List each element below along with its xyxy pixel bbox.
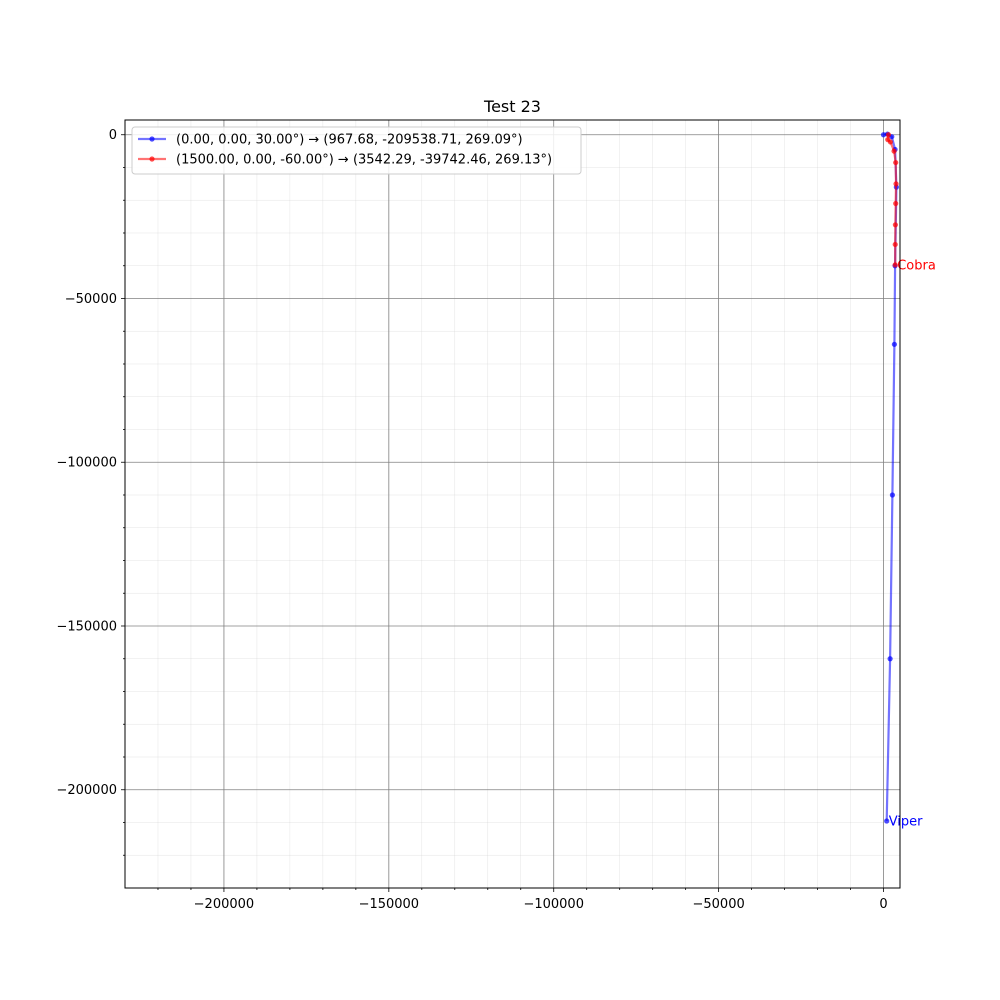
legend-label: (1500.00, 0.00, -60.00°) → (3542.29, -39… xyxy=(176,153,552,168)
data-point xyxy=(892,222,898,228)
y-tick-label: 0 xyxy=(109,128,117,143)
y-tick-label: −150000 xyxy=(56,619,117,634)
plot-series: Viper Cobra xyxy=(880,131,936,829)
data-point xyxy=(893,200,899,207)
plot-frame xyxy=(124,119,901,889)
legend-marker xyxy=(149,156,155,162)
x-tick-label: 0 xyxy=(879,897,887,912)
data-point xyxy=(891,341,897,347)
y-axis: 0 −50000 −100000 −150000 −200000 xyxy=(56,128,125,856)
chart-title: Test 23 xyxy=(483,97,541,116)
y-tick-label: −100000 xyxy=(56,456,117,471)
data-point xyxy=(887,656,893,662)
series-end-label: Viper xyxy=(889,814,923,829)
series-end-label: Cobra xyxy=(897,258,936,273)
series-1: Cobra xyxy=(885,132,936,273)
data-point xyxy=(885,132,892,138)
legend-box xyxy=(131,126,582,175)
x-tick-label: −100000 xyxy=(523,897,584,912)
x-axis: −200000 −150000 −100000 −50000 0 xyxy=(157,888,888,912)
minor-grid xyxy=(125,120,900,888)
y-tick-label: −50000 xyxy=(65,292,117,307)
legend-marker xyxy=(149,136,155,142)
data-point xyxy=(887,139,894,145)
data-point xyxy=(892,241,898,248)
x-tick-label: −50000 xyxy=(692,897,744,912)
legend-label: (0.00, 0.00, 30.00°) → (967.68, -209538.… xyxy=(176,133,523,148)
data-point xyxy=(884,818,890,824)
data-point xyxy=(891,148,897,154)
legend: (0.00, 0.00, 30.00°) → (967.68, -209538.… xyxy=(131,126,582,175)
data-point xyxy=(893,181,899,187)
y-tick-label: −200000 xyxy=(56,783,117,798)
data-point xyxy=(893,159,899,166)
x-tick-label: −150000 xyxy=(359,897,420,912)
data-point xyxy=(892,262,898,268)
x-tick-label: −200000 xyxy=(194,897,255,912)
data-point xyxy=(880,132,887,138)
data-point xyxy=(889,492,896,498)
